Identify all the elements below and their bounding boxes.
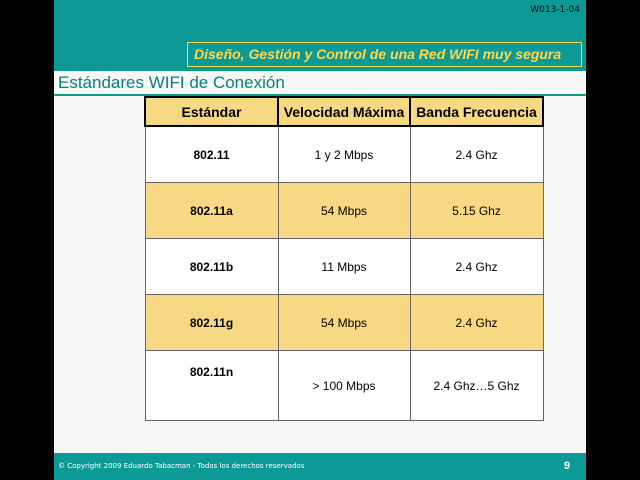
cell-standard: 802.11n [144,350,279,421]
cell-speed: 54 Mbps [277,294,411,351]
column-header-band: Banda Frecuencia [409,96,544,127]
column-header-speed: Velocidad Máxima [277,96,411,127]
cell-standard: 802.11a [144,182,279,239]
title-divider [54,94,586,96]
cell-band: 2.4 Ghz…5 Ghz [409,350,544,421]
header-band: W013-1-04 Diseño, Gestión y Control de u… [54,0,586,71]
table-header-row: Estándar Velocidad Máxima Banda Frecuenc… [144,96,544,127]
cell-band: 2.4 Ghz [409,125,544,183]
slide-code: W013-1-04 [530,5,580,15]
slide-title: Estándares WIFI de Conexión [58,73,285,92]
cell-standard: 802.11g [144,294,279,351]
banner-text: Diseño, Gestión y Control de una Red WIF… [194,46,562,62]
page-number: 9 [563,460,570,472]
standards-table: Estándar Velocidad Máxima Banda Frecuenc… [144,96,544,421]
cell-speed: 11 Mbps [277,238,411,295]
column-header-standard: Estándar [144,96,279,127]
cell-band: 2.4 Ghz [409,238,544,295]
cell-standard: 802.11b [144,238,279,295]
slide: W013-1-04 Diseño, Gestión y Control de u… [54,0,586,480]
cell-speed: 1 y 2 Mbps [277,125,411,183]
banner-box: Diseño, Gestión y Control de una Red WIF… [187,42,582,67]
cell-speed: 54 Mbps [277,182,411,239]
table-row: 802.11b 11 Mbps 2.4 Ghz [144,238,544,295]
footer-band: © Copyright 2009 Eduardo Tabacman - Todo… [54,453,586,480]
cell-standard: 802.11 [144,125,279,183]
table-row: 802.11g 54 Mbps 2.4 Ghz [144,294,544,351]
cell-band: 2.4 Ghz [409,294,544,351]
copyright-text: © Copyright 2009 Eduardo Tabacman - Todo… [58,462,305,470]
cell-band: 5.15 Ghz [409,182,544,239]
cell-speed: > 100 Mbps [277,350,411,421]
table-row: 802.11 1 y 2 Mbps 2.4 Ghz [144,125,544,183]
table-row: 802.11n > 100 Mbps 2.4 Ghz…5 Ghz [144,350,544,421]
table-row: 802.11a 54 Mbps 5.15 Ghz [144,182,544,239]
